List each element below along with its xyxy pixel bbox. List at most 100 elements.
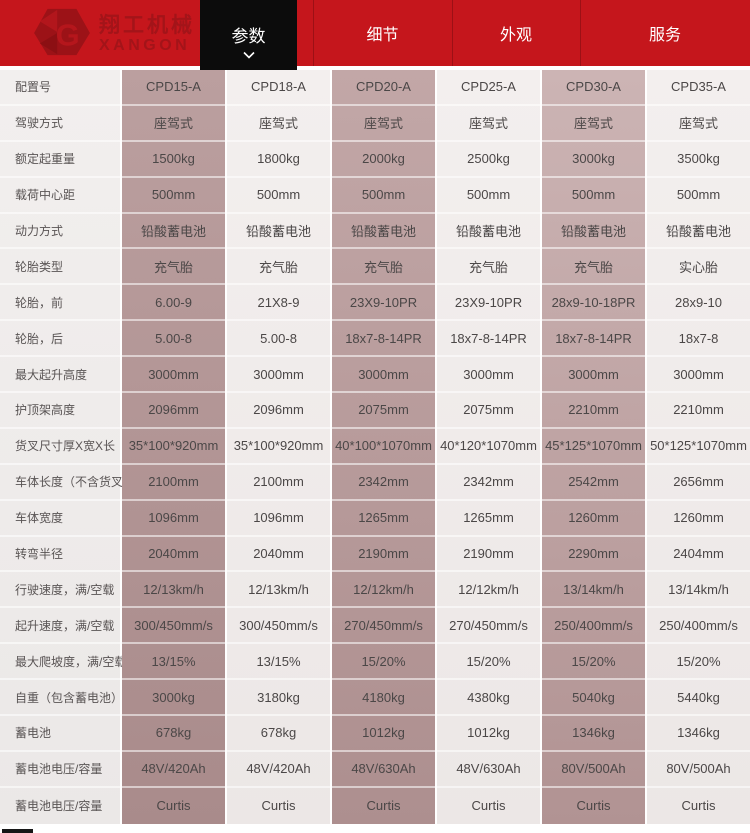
spec-label-column: 配置号 驾驶方式 额定起重量 载荷中心距 动力方式 轮胎类型 轮胎，前 轮胎，后 最大起升高度护…: [0, 70, 135, 824]
spec-value-cell: 40*100*1070mm: [332, 429, 435, 465]
tab-details[interactable]: 细节: [313, 0, 452, 66]
spec-value-cell: 40*120*1070mm: [437, 429, 540, 465]
spec-value-cell: 铅酸蓄电池: [542, 214, 645, 250]
tab-appearance[interactable]: 外观: [452, 0, 580, 66]
spec-value-cell: 3000kg: [542, 142, 645, 178]
spec-value-cell: 13/14km/h: [647, 572, 750, 609]
spec-value-cell: CPD18-A: [227, 70, 330, 106]
spec-value-cell: 1346kg: [647, 716, 750, 752]
spec-row-label: 车体长度（不含货叉）: [0, 465, 135, 501]
spec-model-column: CPD15-A 座驾式 1500kg 500mm 铅酸蓄电池 充气胎 6.00-9 5.00-…: [122, 70, 225, 824]
spec-value-cell: Curtis: [471, 798, 506, 814]
spec-value-cell: 2096mm: [227, 393, 330, 429]
spec-value-cell: 2190mm: [437, 537, 540, 573]
spec-value-cell: 2040mm: [122, 537, 225, 573]
spec-value-cell: 2500kg: [437, 142, 540, 178]
spec-value-cell: 座驾式: [437, 106, 540, 142]
spec-value-cell: 充气胎: [332, 249, 435, 286]
spec-value-cell: 充气胎: [437, 249, 540, 286]
spec-value-cell: CPD20-A: [332, 70, 435, 106]
chevron-down-icon: [242, 51, 255, 59]
svg-text:G: G: [56, 17, 80, 52]
spec-model-column: CPD18-A 座驾式 1800kg 500mm 铅酸蓄电池 充气胎 21X8-9 5.00-…: [227, 70, 330, 824]
spec-value-cell: 270/450mm/s: [332, 608, 435, 645]
spec-value-cell: 5.00-8: [122, 321, 225, 358]
spec-row-label: 驾驶方式: [0, 106, 120, 142]
spec-value-cell: 3000mm: [122, 357, 225, 394]
spec-value-cell: 实心胎: [647, 249, 750, 286]
spec-row-label: 轮胎，前: [0, 285, 120, 322]
spec-value-cell: 250/400mm/s: [647, 608, 750, 645]
spec-value-cell: 充气胎: [542, 249, 645, 286]
spec-value-cell: 500mm: [332, 178, 435, 214]
spec-value-cell: 13/15%: [227, 644, 330, 681]
spec-value-cell: 2096mm: [122, 393, 225, 429]
spec-value-cell: CPD30-A: [542, 70, 645, 106]
spec-value-cell: 3180kg: [227, 680, 330, 717]
spec-value-cell: 23X9-10PR: [437, 285, 540, 322]
spec-value-cell: 5440kg: [647, 680, 750, 717]
spec-value-cell: 2656mm: [647, 465, 750, 501]
spec-value-cell: 48V/420Ah: [227, 752, 330, 788]
spec-value-cell: CPD25-A: [437, 70, 540, 106]
spec-model-column: CPD30-A 座驾式 3000kg 500mm 铅酸蓄电池 充气胎 28x9-10-18P…: [542, 70, 645, 824]
spec-value-cell: 5.00-8: [227, 321, 330, 358]
spec-value-cell: 1265mm: [437, 501, 540, 537]
spec-value-cell: 3500kg: [647, 142, 750, 178]
spec-value-cell: 铅酸蓄电池: [122, 214, 225, 250]
tab-service[interactable]: 服务: [580, 0, 750, 66]
spec-value-cell: CPD35-A: [647, 70, 750, 106]
spec-value-cell: 21X8-9: [227, 285, 330, 322]
spec-value-cell: 45*125*1070mm: [542, 429, 645, 465]
spec-model-column: CPD20-A 座驾式 2000kg 500mm 铅酸蓄电池 充气胎 23X9-10PR 18…: [332, 70, 435, 824]
spec-value-cell: 2190mm: [332, 537, 435, 573]
spec-value-cell: 1260mm: [542, 501, 645, 537]
spec-value-cell: 2342mm: [437, 465, 540, 501]
spec-value-cell: 铅酸蓄电池: [647, 214, 750, 250]
spec-value-cell: 3000mm: [227, 357, 330, 394]
spec-value-cell: 28x9-10-18PR: [542, 285, 645, 322]
tab-divider: [452, 0, 453, 66]
spec-row-label: 蓄电池电压/容量: [0, 752, 120, 788]
spec-value-cell: 500mm: [227, 178, 330, 214]
spec-row-label: 最大爬坡度，满/空载: [0, 644, 126, 681]
spec-value-cell: 6.00-9: [122, 285, 225, 322]
header: G 翔工机械 XANGON 细节 外观 服务: [0, 0, 750, 66]
brand-logo-icon: G: [33, 7, 91, 62]
tab-parameters-label: 参数: [231, 26, 266, 46]
tab-divider: [580, 0, 581, 66]
spec-value-cell: 250/400mm/s: [542, 608, 645, 645]
spec-value-cell: 13/15%: [122, 644, 225, 681]
spec-value-cell: 15/20%: [437, 644, 540, 681]
spec-row-label: 转弯半径: [0, 537, 120, 573]
spec-value-cell: 3000mm: [647, 357, 750, 394]
spec-value-cell: 座驾式: [332, 106, 435, 142]
spec-value-cell: 1096mm: [122, 501, 225, 537]
spec-row-label: 最大起升高度: [0, 357, 120, 394]
spec-value-cell: 铅酸蓄电池: [227, 214, 330, 250]
brand-name-en: XANGON: [99, 36, 191, 54]
spec-value-cell: 铅酸蓄电池: [437, 214, 540, 250]
spec-value-cell: 座驾式: [647, 106, 750, 142]
spec-value-cell: 座驾式: [542, 106, 645, 142]
spec-value-cell: 500mm: [647, 178, 750, 214]
spec-value-cell: 充气胎: [122, 249, 225, 286]
spec-value-cell: 2542mm: [542, 465, 645, 501]
spec-value-cell: 2404mm: [647, 537, 750, 573]
spec-value-cell: 500mm: [437, 178, 540, 214]
spec-row-label: 自重（包含蓄电池）: [0, 680, 123, 717]
brand-logo: G 翔工机械 XANGON: [33, 7, 195, 61]
spec-value-cell: 12/13km/h: [122, 572, 225, 609]
spec-value-cell: 3000mm: [542, 357, 645, 394]
tab-appearance-label: 外观: [499, 27, 532, 44]
spec-value-cell: 28x9-10: [647, 285, 750, 322]
spec-value-cell: 678kg: [122, 716, 225, 752]
spec-value-cell: 48V/630Ah: [437, 752, 540, 788]
spec-value-cell: 18x7-8-14PR: [542, 321, 645, 358]
spec-row-label: 车体宽度: [0, 501, 120, 537]
tab-parameters-active[interactable]: 参数: [200, 0, 297, 70]
spec-row-label: 起升速度，满/空载: [0, 608, 120, 645]
spec-value-cell: Curtis: [366, 798, 401, 814]
spec-value-cell: CPD15-A: [122, 70, 225, 106]
